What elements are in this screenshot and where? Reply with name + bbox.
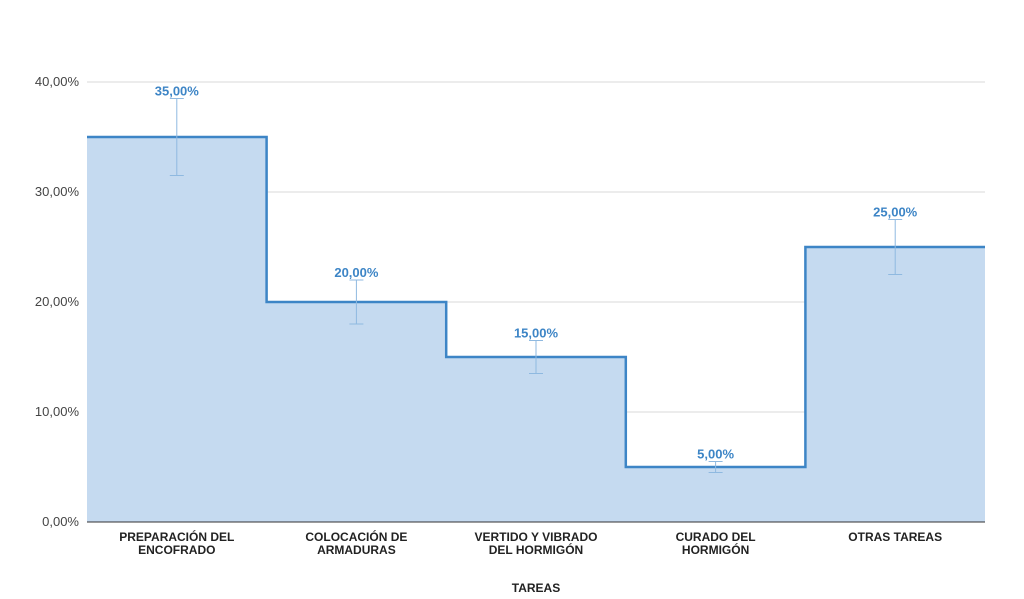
y-tick-label: 10,00% [35,404,80,419]
data-label: 25,00% [873,205,918,220]
y-tick-label: 40,00% [35,74,80,89]
x-tick-label: COLOCACIÓN DE ARMADURAS [305,529,407,557]
error-bar [169,98,184,176]
data-label: 35,00% [155,84,200,99]
data-labels: 35,00% 20,00% 15,00% 5,00% 25,00% [155,84,918,462]
x-tick-label-line: OTRAS TAREAS [848,530,942,544]
x-tick-label: CURADO DEL HORMIGÓN [676,530,756,557]
error-bar [349,279,364,325]
x-tick-label: VERTIDO Y VIBRADO DEL HORMIGÓN [475,530,598,557]
x-tick-label-line: ARMADURAS [317,543,396,557]
x-tick-label-line: DEL HORMIGÓN [489,542,583,557]
x-tick-label-line: ENCOFRADO [138,543,215,557]
data-label: 15,00% [514,326,559,341]
x-tick-label-line: PREPARACIÓN DEL [119,529,234,544]
y-axis-ticks: 0,00% 10,00% 20,00% 30,00% 40,00% [35,74,80,529]
y-tick-label: 0,00% [42,514,79,529]
y-tick-label: 20,00% [35,294,80,309]
x-axis-ticks: PREPARACIÓN DEL ENCOFRADO COLOCACIÓN DE ARM… [119,529,942,557]
y-tick-label: 30,00% [35,184,80,199]
area-fill [87,137,985,522]
x-tick-label-line: HORMIGÓN [682,542,749,557]
error-bars [169,98,903,473]
x-tick-label-line: CURADO DEL [676,530,756,544]
x-tick-label-line: COLOCACIÓN DE [305,529,407,544]
data-label: 20,00% [334,265,379,280]
x-tick-label-line: VERTIDO Y VIBRADO [475,530,598,544]
x-tick-label: PREPARACIÓN DEL ENCOFRADO [119,529,234,557]
error-bar [888,219,903,275]
error-bar [529,340,543,374]
x-axis-title: TAREAS [512,581,560,595]
error-bar [708,461,723,473]
data-label: 5,00% [697,447,734,462]
x-tick-label: OTRAS TAREAS [848,530,942,544]
